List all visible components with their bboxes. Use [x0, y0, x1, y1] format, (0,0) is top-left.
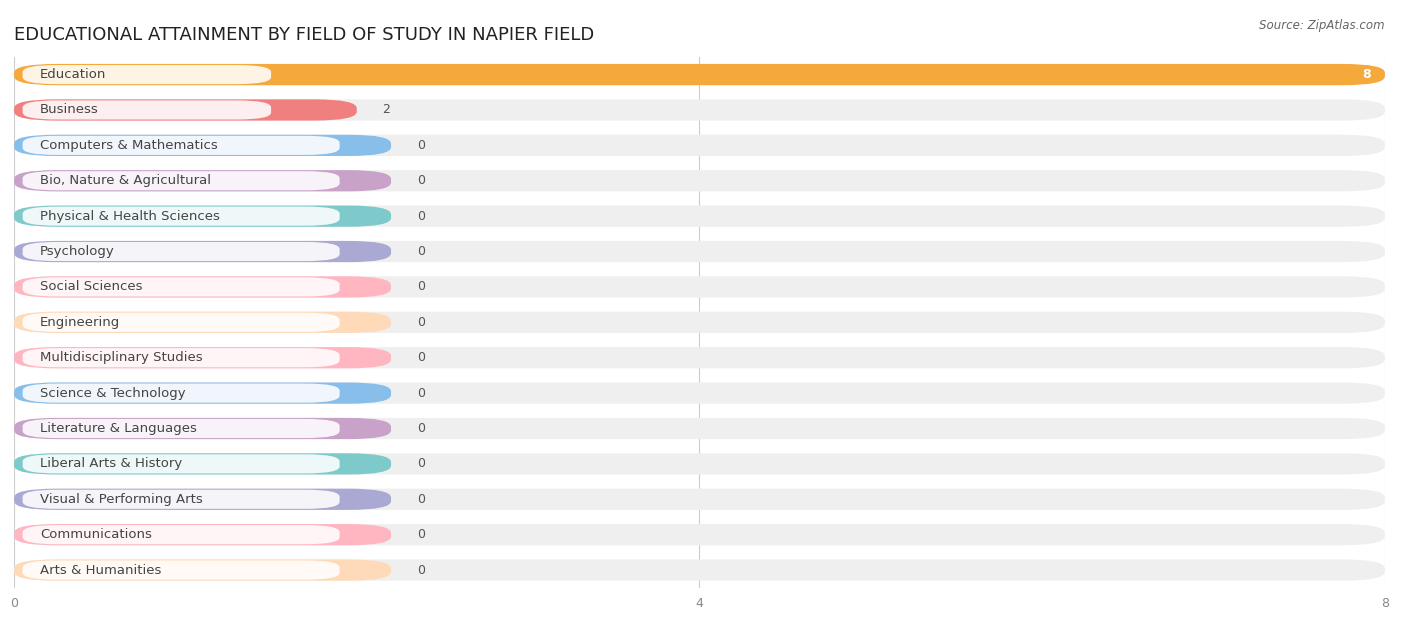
- FancyBboxPatch shape: [14, 135, 391, 156]
- FancyBboxPatch shape: [14, 382, 391, 404]
- Text: 0: 0: [416, 458, 425, 470]
- FancyBboxPatch shape: [14, 241, 1385, 262]
- Text: 0: 0: [416, 387, 425, 399]
- FancyBboxPatch shape: [22, 277, 340, 296]
- FancyBboxPatch shape: [22, 384, 340, 403]
- Text: 0: 0: [416, 210, 425, 222]
- FancyBboxPatch shape: [14, 64, 1385, 85]
- Text: 0: 0: [416, 422, 425, 435]
- Text: 0: 0: [416, 564, 425, 576]
- FancyBboxPatch shape: [22, 100, 271, 119]
- FancyBboxPatch shape: [22, 348, 340, 367]
- Text: Arts & Humanities: Arts & Humanities: [39, 564, 162, 576]
- Text: 0: 0: [416, 174, 425, 187]
- FancyBboxPatch shape: [14, 312, 1385, 333]
- Text: 0: 0: [416, 281, 425, 293]
- Text: Science & Technology: Science & Technology: [39, 387, 186, 399]
- FancyBboxPatch shape: [14, 205, 1385, 227]
- FancyBboxPatch shape: [14, 559, 1385, 581]
- FancyBboxPatch shape: [14, 241, 391, 262]
- FancyBboxPatch shape: [14, 453, 391, 475]
- Text: Physical & Health Sciences: Physical & Health Sciences: [39, 210, 219, 222]
- FancyBboxPatch shape: [14, 135, 1385, 156]
- Text: Source: ZipAtlas.com: Source: ZipAtlas.com: [1260, 19, 1385, 32]
- FancyBboxPatch shape: [22, 242, 340, 261]
- Text: Education: Education: [39, 68, 105, 81]
- FancyBboxPatch shape: [14, 170, 391, 191]
- FancyBboxPatch shape: [14, 382, 1385, 404]
- Text: 0: 0: [416, 245, 425, 258]
- Text: Computers & Mathematics: Computers & Mathematics: [39, 139, 218, 152]
- Text: Visual & Performing Arts: Visual & Performing Arts: [39, 493, 202, 506]
- Text: Bio, Nature & Agricultural: Bio, Nature & Agricultural: [39, 174, 211, 187]
- FancyBboxPatch shape: [22, 136, 340, 155]
- FancyBboxPatch shape: [14, 347, 391, 368]
- Text: 0: 0: [416, 528, 425, 541]
- FancyBboxPatch shape: [22, 561, 340, 580]
- Text: Communications: Communications: [39, 528, 152, 541]
- Text: 0: 0: [416, 351, 425, 364]
- Text: Social Sciences: Social Sciences: [39, 281, 142, 293]
- FancyBboxPatch shape: [14, 418, 391, 439]
- FancyBboxPatch shape: [22, 419, 340, 438]
- Text: Literature & Languages: Literature & Languages: [39, 422, 197, 435]
- Text: 0: 0: [416, 139, 425, 152]
- FancyBboxPatch shape: [22, 171, 340, 190]
- FancyBboxPatch shape: [22, 313, 340, 332]
- FancyBboxPatch shape: [14, 559, 391, 581]
- Text: Engineering: Engineering: [39, 316, 120, 329]
- FancyBboxPatch shape: [14, 64, 1385, 85]
- FancyBboxPatch shape: [14, 524, 1385, 545]
- Text: 0: 0: [416, 493, 425, 506]
- Text: Multidisciplinary Studies: Multidisciplinary Studies: [39, 351, 202, 364]
- FancyBboxPatch shape: [14, 99, 357, 121]
- FancyBboxPatch shape: [22, 454, 340, 473]
- FancyBboxPatch shape: [14, 276, 391, 298]
- Text: Business: Business: [39, 104, 98, 116]
- FancyBboxPatch shape: [22, 490, 340, 509]
- FancyBboxPatch shape: [14, 418, 1385, 439]
- Text: Liberal Arts & History: Liberal Arts & History: [39, 458, 181, 470]
- FancyBboxPatch shape: [14, 524, 391, 545]
- FancyBboxPatch shape: [22, 65, 271, 84]
- FancyBboxPatch shape: [14, 312, 391, 333]
- FancyBboxPatch shape: [14, 99, 1385, 121]
- Text: 2: 2: [382, 104, 391, 116]
- FancyBboxPatch shape: [14, 205, 391, 227]
- FancyBboxPatch shape: [22, 207, 340, 226]
- FancyBboxPatch shape: [14, 489, 1385, 510]
- FancyBboxPatch shape: [14, 170, 1385, 191]
- FancyBboxPatch shape: [14, 276, 1385, 298]
- FancyBboxPatch shape: [14, 489, 391, 510]
- Text: 8: 8: [1362, 68, 1371, 81]
- Text: EDUCATIONAL ATTAINMENT BY FIELD OF STUDY IN NAPIER FIELD: EDUCATIONAL ATTAINMENT BY FIELD OF STUDY…: [14, 26, 595, 44]
- Text: 0: 0: [416, 316, 425, 329]
- Text: Psychology: Psychology: [39, 245, 114, 258]
- FancyBboxPatch shape: [14, 347, 1385, 368]
- FancyBboxPatch shape: [14, 453, 1385, 475]
- FancyBboxPatch shape: [22, 525, 340, 544]
